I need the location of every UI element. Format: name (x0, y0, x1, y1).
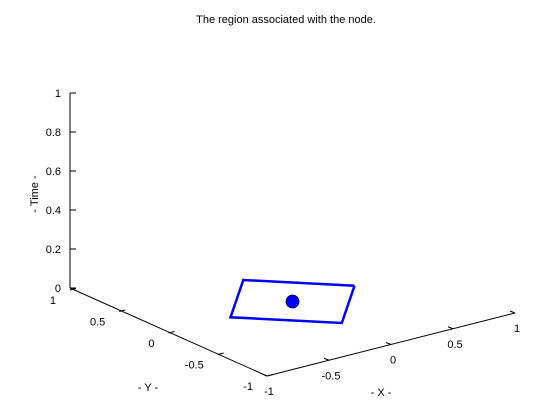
x-tick-mark (323, 357, 330, 361)
x-ticks: -1 -0.5 0 0.5 1 (261, 310, 520, 398)
x-tick-label: 0 (390, 355, 396, 367)
z-tick-label: 1 (55, 88, 61, 100)
node-point (285, 294, 300, 309)
x-tick-mark (509, 310, 516, 314)
y-axis-line (69, 287, 268, 377)
y-tick-mark (168, 331, 175, 334)
y-tick-mark (69, 288, 77, 291)
x-tick-label: 1 (514, 323, 520, 335)
y-tick-mark (266, 374, 274, 377)
y-tick-mark (119, 309, 126, 312)
x-tick-mark (385, 342, 392, 345)
x-tick-mark (261, 373, 268, 377)
y-ticks: -1 -0.5 0 0.5 1 (50, 288, 274, 393)
x-tick-label: -0.5 (322, 370, 341, 382)
y-axis-label: - Y - (138, 382, 159, 394)
z-tick-label: 0.2 (46, 244, 61, 256)
y-tick-label: -0.5 (185, 360, 204, 372)
y-tick-label: -1 (243, 381, 253, 393)
y-tick-label: 1 (50, 295, 56, 307)
z-tick-label: 0 (55, 283, 61, 295)
z-tick-label: 0.8 (46, 127, 61, 139)
chart-title: The region associated with the node. (196, 14, 376, 26)
plot-area (228, 278, 356, 325)
y-tick-mark (217, 352, 224, 355)
z-tick-label: 0.6 (46, 166, 61, 178)
y-tick-label: 0.5 (90, 317, 105, 329)
x-tick-label: -1 (264, 386, 274, 398)
x-axis-label: - X - (371, 387, 392, 399)
z-ticks: 0 0.2 0.4 0.6 0.8 1 (46, 88, 76, 295)
y-tick-label: 0 (148, 338, 154, 350)
z-tick-label: 0.4 (46, 205, 61, 217)
x-tick-mark (447, 326, 454, 330)
z-axis-label: - Time - (29, 175, 41, 213)
region-boundary-line (228, 278, 356, 325)
axes-lines (69, 93, 516, 377)
x-tick-label: 0.5 (447, 339, 462, 351)
